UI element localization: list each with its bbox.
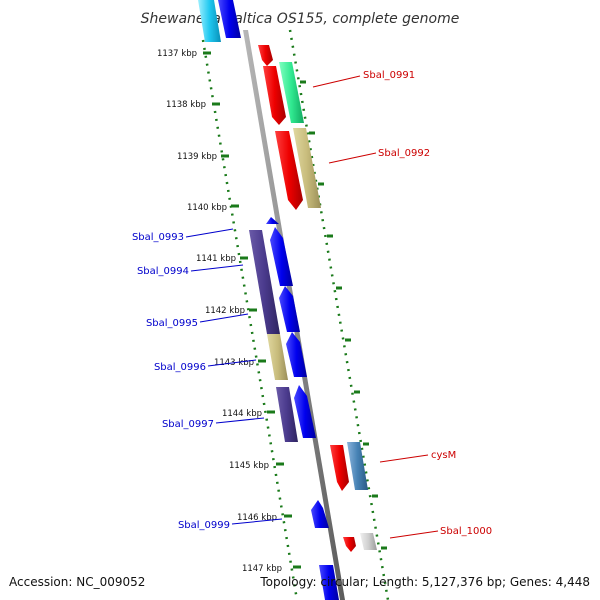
gene-glyph-sbal-0995	[279, 286, 300, 332]
position-label: 1145 kbp	[229, 461, 269, 471]
position-label: 1141 kbp	[196, 254, 236, 264]
position-label: 1142 kbp	[205, 306, 245, 316]
gene-glyph	[286, 332, 307, 377]
gene-glyph-sbal-0997	[276, 387, 298, 442]
map-title: Shewanella baltica OS155, complete genom…	[141, 11, 460, 27]
gene-glyphs	[198, 0, 377, 600]
gene-glyph	[198, 0, 221, 42]
gene-label-sbal-0994[interactable]: Sbal_0994	[137, 266, 189, 277]
gene-glyph-sbal-0994	[249, 230, 280, 334]
position-label: 1144 kbp	[222, 409, 262, 419]
gene-glyph	[360, 533, 377, 550]
gene-glyph-sbal-0996	[267, 334, 288, 380]
position-label: 1140 kbp	[187, 203, 227, 213]
ruler-ticks-right	[300, 80, 387, 550]
accession-text: Accession: NC_009052	[9, 575, 145, 589]
right-ruler-line	[288, 29, 390, 600]
position-label: 1146 kbp	[237, 513, 277, 523]
gene-labels: Sbal_0991 Sbal_0992 Sbal_0993 Sbal_0994 …	[132, 70, 492, 537]
gene-glyph	[270, 227, 293, 286]
gene-glyph	[293, 128, 321, 208]
gene-label-sbal-0991[interactable]: Sbal_0991	[363, 70, 415, 81]
gene-glyph-cysm	[330, 445, 349, 491]
gene-glyph	[266, 217, 279, 224]
gene-glyph	[319, 565, 339, 600]
position-label: 1138 kbp	[166, 100, 206, 110]
gene-glyph-sbal-0992	[275, 131, 303, 210]
gene-glyph	[294, 385, 316, 438]
gene-label-sbal-1000[interactable]: Sbal_1000	[440, 526, 492, 537]
gene-glyph	[258, 45, 273, 66]
gene-glyph	[279, 62, 304, 123]
gene-label-sbal-0996[interactable]: Sbal_0996	[154, 362, 206, 373]
gene-label-cysm[interactable]: cysM	[431, 450, 456, 461]
gene-glyph-sbal-1000	[343, 537, 356, 552]
topology-text: Topology: circular; Length: 5,127,376 bp…	[259, 575, 590, 589]
gene-glyph-sbal-0999	[311, 500, 329, 528]
gene-label-sbal-0999[interactable]: Sbal_0999	[178, 520, 230, 531]
label-leader-lines	[185, 75, 439, 539]
ruler-ticks-left	[203, 51, 301, 569]
left-ruler-line	[201, 39, 299, 600]
gene-glyph	[347, 442, 368, 490]
position-label: 1147 kbp	[242, 564, 282, 574]
gene-glyph	[218, 0, 241, 38]
position-label: 1139 kbp	[177, 152, 217, 162]
position-label: 1137 kbp	[157, 49, 197, 59]
gene-label-sbal-0995[interactable]: Sbal_0995	[146, 318, 198, 329]
gene-label-sbal-0992[interactable]: Sbal_0992	[378, 148, 430, 159]
gene-label-sbal-0997[interactable]: Sbal_0997	[162, 419, 214, 430]
gene-label-sbal-0993[interactable]: Sbal_0993	[132, 232, 184, 243]
gene-glyph-sbal-0991	[263, 66, 286, 125]
